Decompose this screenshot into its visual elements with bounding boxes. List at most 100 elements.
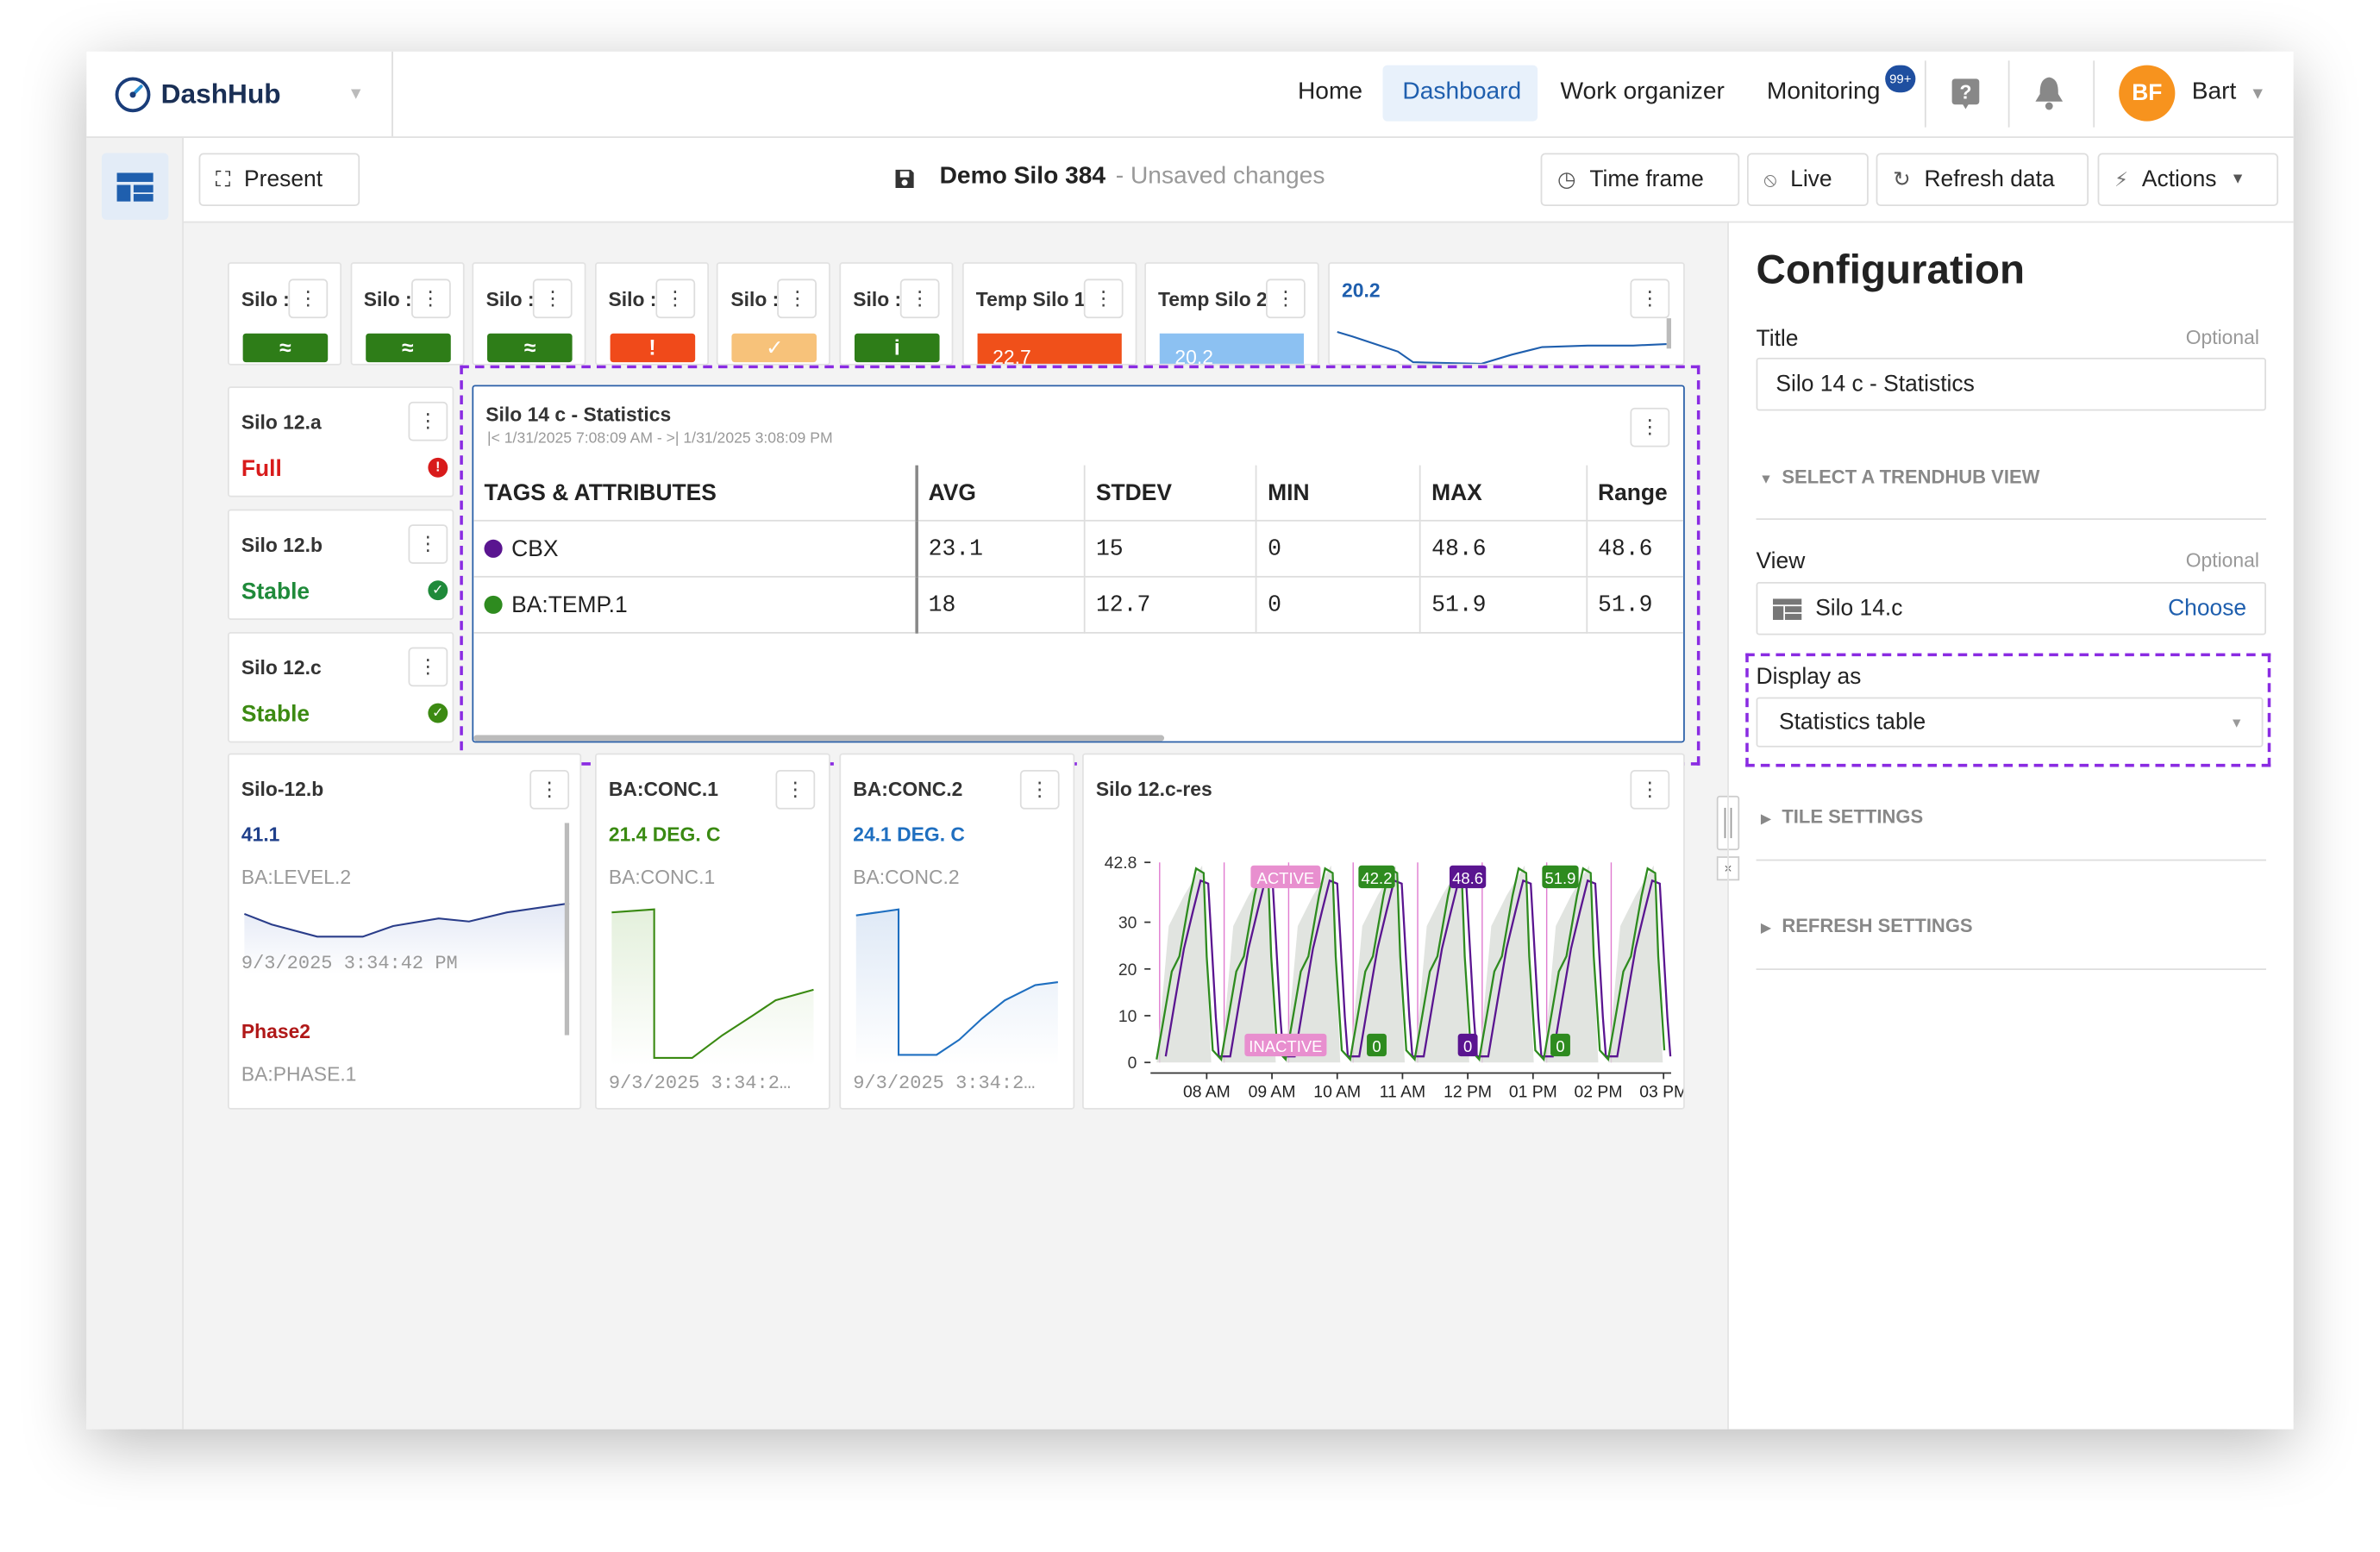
value-bar: 20.2: [1160, 334, 1304, 364]
live-label: Live: [1790, 166, 1832, 192]
tile-title: Silo :: [486, 288, 538, 310]
present-button[interactable]: ⛶Present: [199, 153, 360, 207]
user-name[interactable]: Bart: [2192, 78, 2237, 106]
trend-chart: 010203042.808 AM09 AM10 AM11 AM12 PM01 P…: [1084, 754, 1685, 1109]
statistics-tile[interactable]: Silo 14 c - Statistics |< 1/31/2025 7:08…: [472, 385, 1684, 742]
bell-icon[interactable]: [2032, 74, 2066, 110]
tile[interactable]: Silo :≈: [473, 262, 586, 366]
nav-home[interactable]: Home: [1298, 78, 1362, 106]
field-label: Title: [1757, 326, 1799, 352]
tile-menu[interactable]: [533, 278, 573, 318]
tile-title: Temp Silo 2: [1158, 288, 1268, 310]
tile[interactable]: Silo-12.b 41.1 BA:LEVEL.2 9/3/2025 3:34:…: [228, 754, 581, 1110]
tile-menu[interactable]: [1266, 278, 1306, 318]
tile-menu[interactable]: [410, 278, 450, 318]
tile-title: Silo 14 c - Statistics: [485, 404, 671, 426]
choose-link[interactable]: Choose: [2168, 596, 2246, 622]
tile-menu[interactable]: [1020, 770, 1060, 810]
tile[interactable]: Silo :!: [595, 262, 709, 366]
live-button[interactable]: ⦸ Live: [1747, 153, 1869, 207]
status-bar: !: [610, 334, 695, 362]
tile[interactable]: Temp Silo 2 20.2: [1144, 262, 1318, 366]
tile-menu[interactable]: [408, 648, 448, 687]
column-header: STDEV: [1085, 466, 1256, 521]
section-header[interactable]: ▼SELECT A TRENDHUB VIEW: [1759, 466, 2039, 488]
clock-icon: ◷: [1557, 166, 1576, 192]
tile[interactable]: 20.2: [1328, 262, 1685, 366]
tag: BA:CONC.1: [609, 866, 715, 888]
bolt-icon: ⚡: [2114, 167, 2128, 191]
sparkline: [1330, 264, 1685, 366]
svg-text:?: ?: [1959, 80, 1971, 103]
status-icon: !: [428, 458, 448, 478]
stat-cell: 48.6: [1587, 521, 1685, 577]
series-dot: [485, 595, 503, 613]
divider: [1757, 968, 2266, 970]
tile-title: Silo :: [608, 288, 660, 310]
trough-label: 0: [1556, 1037, 1564, 1055]
tile[interactable]: Silo :i: [839, 262, 953, 366]
section-label: TILE SETTINGS: [1782, 806, 1923, 828]
actions-button[interactable]: ⚡Actions▼: [2098, 153, 2278, 207]
status-text: Full: [241, 456, 282, 482]
tile-menu[interactable]: [408, 402, 448, 441]
tile-menu[interactable]: [408, 524, 448, 564]
column-header: MIN: [1256, 466, 1420, 521]
refresh-icon: ↻: [1893, 166, 1911, 192]
caret: ▼: [1759, 472, 1773, 487]
x-tick-label: 08 AM: [1183, 1083, 1231, 1102]
tile-menu[interactable]: [288, 278, 328, 318]
refresh-button[interactable]: ↻Refresh data: [1876, 153, 2089, 207]
display-select[interactable]: Statistics table▼: [1757, 698, 2264, 748]
view-input[interactable]: Silo 14.c Choose: [1757, 582, 2266, 635]
time-frame-button[interactable]: ◷Time frame: [1541, 153, 1740, 207]
caret: ▶: [1761, 920, 1771, 936]
nav-monitoring[interactable]: Monitoring: [1767, 78, 1880, 106]
user-caret[interactable]: ▼: [2250, 84, 2266, 103]
timestamp: 9/3/2025 3:34:2…: [853, 1073, 1035, 1095]
tile-menu[interactable]: [655, 278, 695, 318]
statistics-table: TAGS & ATTRIBUTESAVGSTDEVMINMAXRangeCBX2…: [473, 466, 1685, 634]
trend-tile[interactable]: Silo 12.c-res 010203042.808 AM09 AM10 AM…: [1082, 754, 1685, 1110]
live-icon: ⦸: [1763, 167, 1776, 191]
tile[interactable]: Silo :≈: [350, 262, 464, 366]
nav-work[interactable]: Work organizer: [1560, 78, 1724, 106]
view-icon: [1773, 598, 1801, 619]
state-label: INACTIVE: [1249, 1037, 1322, 1055]
stat-cell: 18: [917, 577, 1085, 633]
tile-menu[interactable]: [778, 278, 817, 318]
section-header[interactable]: ▶TILE SETTINGS: [1761, 806, 1923, 828]
tile-menu[interactable]: [1630, 408, 1669, 447]
stat-cell: 23.1: [917, 521, 1085, 577]
tile-menu[interactable]: [1084, 278, 1124, 318]
layout-icon: [117, 172, 153, 201]
dashboard-title: Demo Silo 384: [940, 164, 1106, 191]
section-header[interactable]: ▶REFRESH SETTINGS: [1761, 916, 1973, 937]
layout-button[interactable]: [102, 153, 168, 220]
nav-dashboard[interactable]: Dashboard: [1402, 78, 1521, 106]
avatar[interactable]: BF: [2119, 66, 2175, 122]
tile[interactable]: BA:CONC.1 21.4 DEG. C BA:CONC.1 9/3/2025…: [595, 754, 830, 1110]
tag-name: BA:TEMP.1: [511, 591, 628, 617]
x-tick-label: 01 PM: [1509, 1083, 1557, 1102]
tile[interactable]: BA:CONC.2 24.1 DEG. C BA:CONC.2 9/3/2025…: [839, 754, 1074, 1110]
tile[interactable]: Silo 12.cStable✓: [228, 632, 454, 742]
tile-menu[interactable]: [775, 770, 815, 810]
stat-cell: 0: [1256, 577, 1420, 633]
logo-caret[interactable]: ▼: [348, 84, 364, 103]
tile[interactable]: Silo :≈: [228, 262, 341, 366]
sparkline: [853, 906, 1065, 1066]
tile[interactable]: Silo 12.bStable✓: [228, 510, 454, 620]
tile[interactable]: Silo :✓: [717, 262, 831, 366]
title-input[interactable]: Silo 14 c - Statistics: [1757, 358, 2266, 411]
header-row: TAGS & ATTRIBUTESAVGSTDEVMINMAXRange: [473, 466, 1685, 521]
tile-menu[interactable]: [900, 278, 940, 318]
field-label: Display as: [1757, 664, 1862, 690]
tile[interactable]: Temp Silo 1 22.7: [962, 262, 1137, 366]
tile-title: Silo :: [853, 288, 905, 310]
help-icon[interactable]: ?: [1951, 78, 1981, 111]
tile[interactable]: Silo 12.aFull!: [228, 386, 454, 497]
tile-menu[interactable]: [529, 770, 569, 810]
x-tick-label: 10 AM: [1313, 1083, 1361, 1102]
